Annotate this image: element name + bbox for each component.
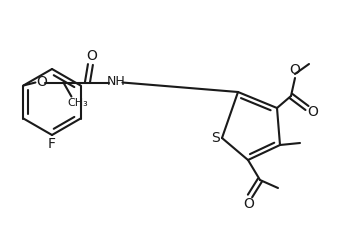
Text: O: O: [244, 197, 255, 211]
Text: S: S: [211, 131, 219, 145]
Text: F: F: [48, 137, 56, 151]
Text: O: O: [86, 50, 97, 64]
Text: O: O: [289, 63, 300, 77]
Text: NH: NH: [107, 75, 126, 88]
Text: O: O: [307, 105, 318, 119]
Text: CH₃: CH₃: [67, 98, 88, 108]
Text: O: O: [36, 76, 47, 90]
